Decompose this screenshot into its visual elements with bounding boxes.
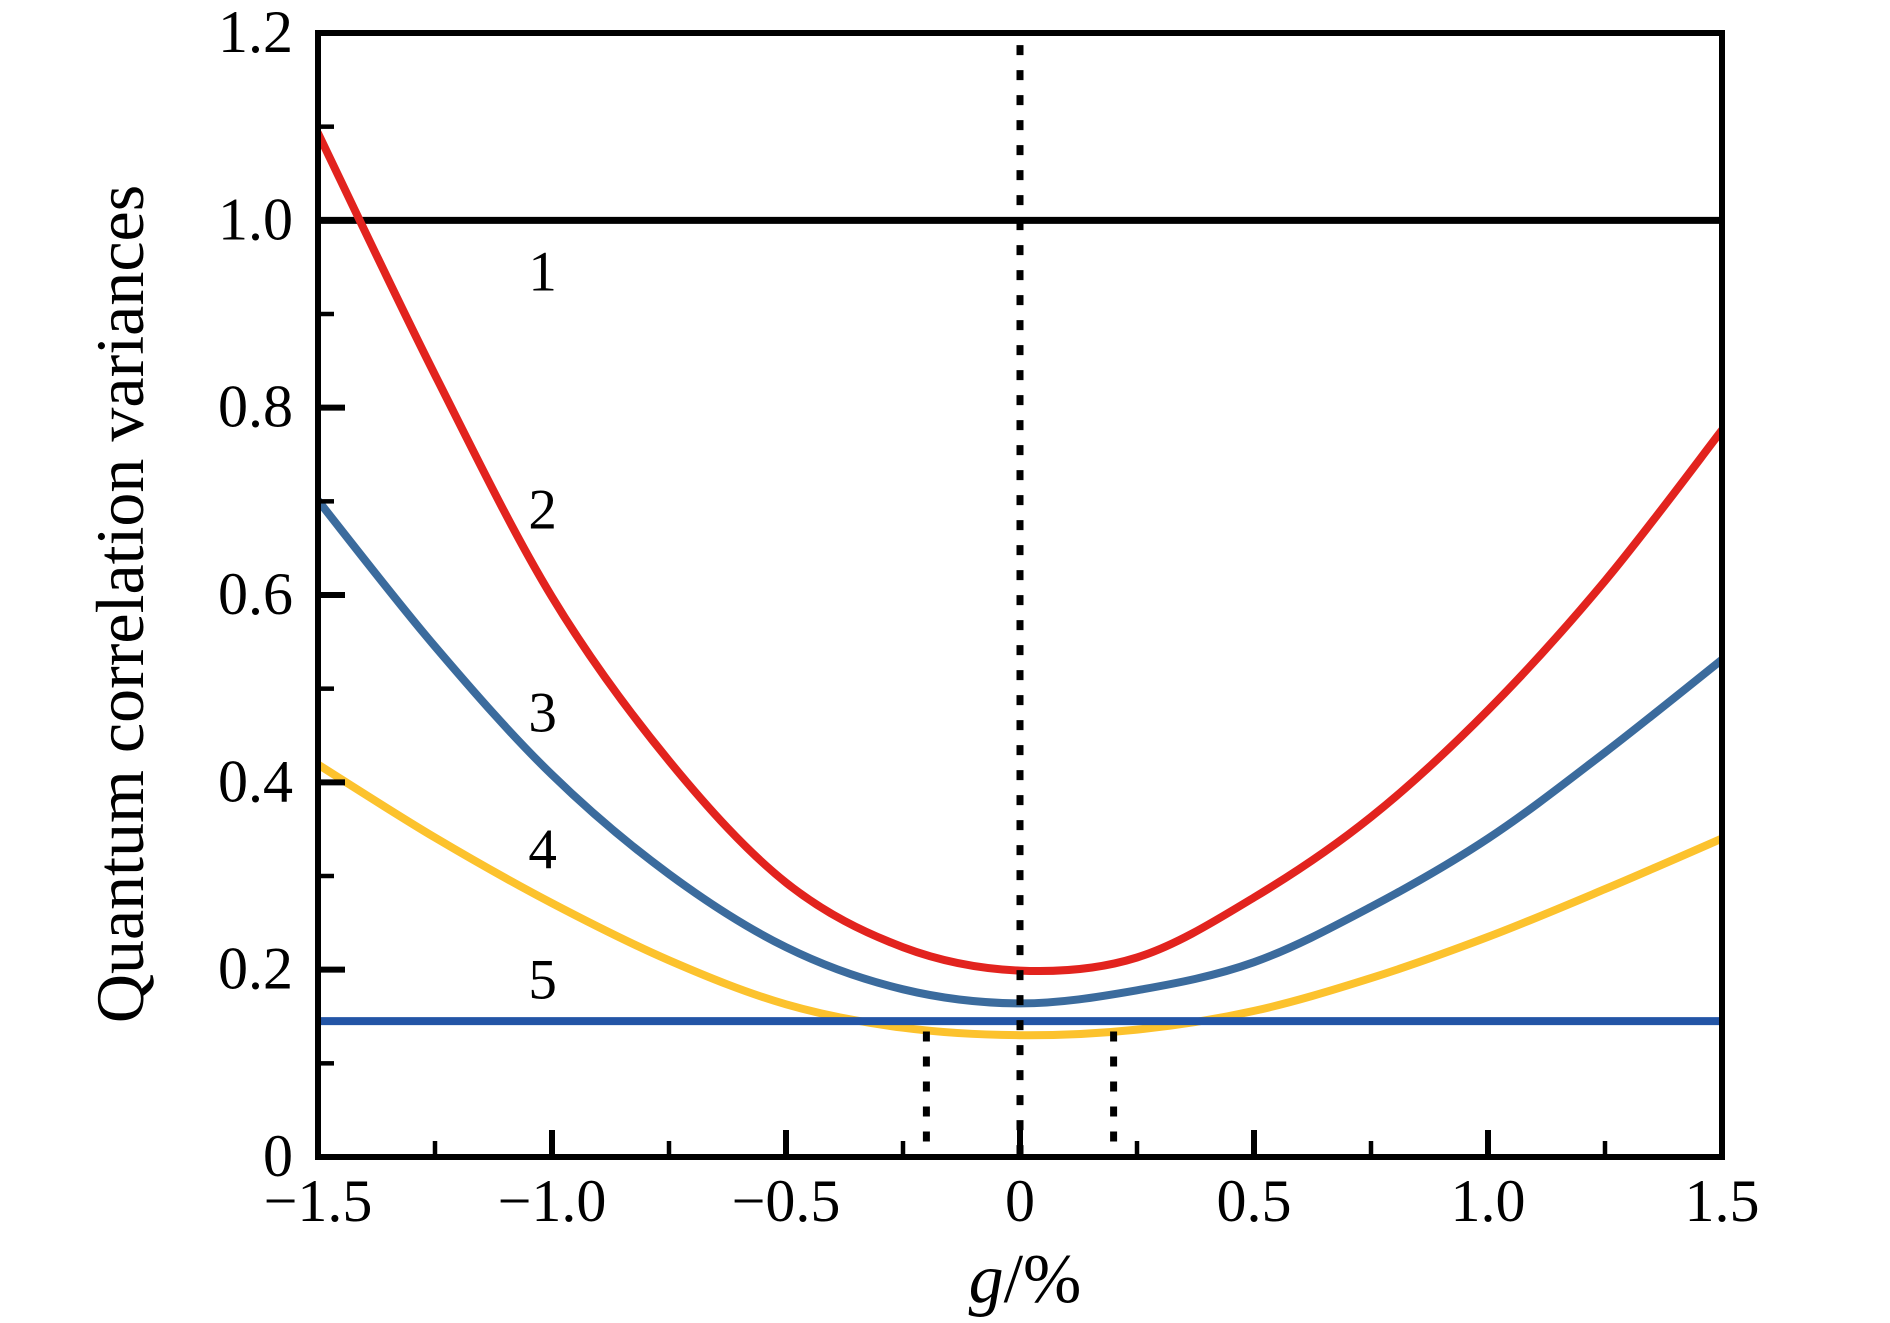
y-tick-label: 1.0	[218, 186, 293, 252]
ticks-layer	[315, 30, 1725, 1160]
x-tick-label: −1.0	[498, 1168, 607, 1234]
curve-number-label-1: 1	[528, 240, 557, 303]
curve-4-path	[320, 761, 1720, 1040]
x-tick-label: −1.5	[264, 1168, 373, 1234]
curve-2-path	[320, 129, 1720, 976]
x-tick-label: 0.5	[1217, 1168, 1292, 1234]
y-tick-label: 1.2	[218, 0, 293, 65]
plot-frame	[315, 30, 1725, 1160]
x-axis-label-variable: g	[969, 1241, 1004, 1318]
curve-3-path	[320, 496, 1720, 1008]
x-axis-label: g/%	[969, 1241, 1082, 1318]
curve-number-label-3: 3	[528, 682, 557, 745]
x-tick-label: −0.5	[732, 1168, 841, 1234]
y-tick-label: 0.6	[218, 561, 293, 627]
x-tick-label: 0	[1005, 1168, 1035, 1234]
curve-number-label-4: 4	[528, 818, 557, 881]
x-tick-label: 1.5	[1685, 1168, 1760, 1234]
x-tick-label: 1.0	[1451, 1168, 1526, 1234]
tick-labels-layer: −1.5 −1.0 −0.5 0 0.5 1.0 1.5 0 0.2 0.4 0.6 0.8 1.0 1.…	[218, 0, 1760, 1234]
guide-lines-layer	[922, 45, 1118, 1155]
curve-number-label-5: 5	[528, 948, 557, 1011]
curve-number-labels: 1 2 3 4 5	[528, 240, 557, 1011]
curve-number-label-2: 2	[528, 478, 557, 541]
y-axis-label: Quantum correlation variances	[82, 185, 158, 1023]
y-tick-label: 0.2	[218, 936, 293, 1002]
y-tick-label: 0.4	[218, 748, 293, 814]
x-axis-label-units: /%	[1004, 1241, 1082, 1318]
y-tick-label: 0.8	[218, 374, 293, 440]
y-tick-label: 0	[263, 1123, 293, 1189]
